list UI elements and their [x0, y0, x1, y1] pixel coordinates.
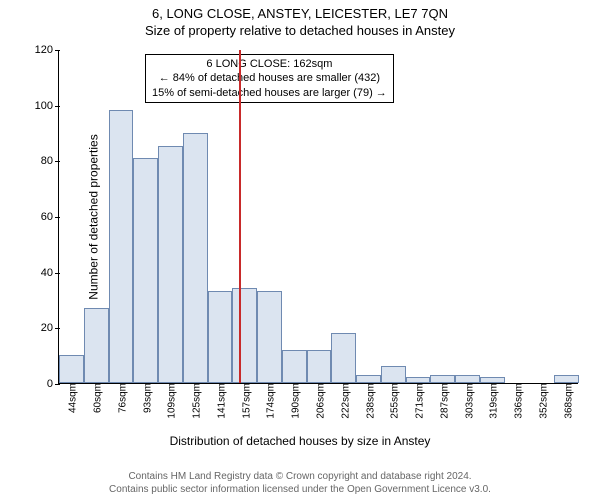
y-tick: 20: [19, 322, 59, 334]
x-tick: 255sqm: [386, 383, 401, 419]
x-tick: 336sqm: [510, 383, 525, 419]
histogram-bar: [208, 291, 233, 383]
x-tick: 93sqm: [138, 383, 153, 413]
reference-line: [239, 50, 241, 383]
footer: Contains HM Land Registry data © Crown c…: [0, 470, 600, 496]
x-tick: 368sqm: [559, 383, 574, 419]
histogram-bar: [183, 133, 208, 384]
histogram-bar: [232, 288, 257, 383]
x-tick: 352sqm: [534, 383, 549, 419]
x-tick: 287sqm: [435, 383, 450, 419]
annot-line1: 6 LONG CLOSE: 162sqm: [152, 57, 387, 71]
x-tick: 319sqm: [485, 383, 500, 419]
y-tick: 80: [19, 155, 59, 167]
chart-title-block: 6, LONG CLOSE, ANSTEY, LEICESTER, LE7 7Q…: [0, 0, 600, 40]
x-tick: 60sqm: [89, 383, 104, 413]
x-tick: 190sqm: [287, 383, 302, 419]
histogram-chart: Number of detached properties 6 LONG CLO…: [58, 50, 578, 384]
y-tick: 60: [19, 211, 59, 223]
annot-line3: 15% of semi-detached houses are larger (…: [152, 86, 387, 100]
title-sub: Size of property relative to detached ho…: [0, 23, 600, 40]
histogram-bar: [331, 333, 356, 383]
y-tick: 0: [19, 378, 59, 390]
footer-line1: Contains HM Land Registry data © Crown c…: [0, 470, 600, 483]
histogram-bar: [133, 158, 158, 383]
x-tick: 141sqm: [212, 383, 227, 419]
histogram-bar: [59, 355, 84, 383]
histogram-bar: [455, 375, 480, 383]
histogram-bar: [307, 350, 332, 383]
y-tick: 120: [19, 44, 59, 56]
x-tick: 76sqm: [113, 383, 128, 413]
x-tick: 109sqm: [163, 383, 178, 419]
y-tick: 40: [19, 267, 59, 279]
x-tick: 206sqm: [312, 383, 327, 419]
histogram-bar: [109, 110, 134, 383]
histogram-bar: [554, 375, 579, 383]
x-tick: 271sqm: [411, 383, 426, 419]
y-axis-label: Number of detached properties: [87, 134, 101, 299]
annotation-box: 6 LONG CLOSE: 162sqm ← 84% of detached h…: [145, 54, 394, 103]
x-tick: 157sqm: [237, 383, 252, 419]
x-tick: 222sqm: [336, 383, 351, 419]
x-tick: 125sqm: [188, 383, 203, 419]
histogram-bar: [381, 366, 406, 383]
title-main: 6, LONG CLOSE, ANSTEY, LEICESTER, LE7 7Q…: [0, 6, 600, 23]
x-tick: 44sqm: [64, 383, 79, 413]
x-tick: 174sqm: [262, 383, 277, 419]
histogram-bar: [282, 350, 307, 383]
footer-line2: Contains public sector information licen…: [0, 483, 600, 496]
annot-line2: ← 84% of detached houses are smaller (43…: [152, 71, 387, 85]
histogram-bar: [257, 291, 282, 383]
x-tick: 238sqm: [361, 383, 376, 419]
histogram-bar: [430, 375, 455, 383]
x-tick: 303sqm: [460, 383, 475, 419]
y-tick: 100: [19, 100, 59, 112]
histogram-bar: [158, 146, 183, 383]
histogram-bar: [84, 308, 109, 383]
x-axis-label: Distribution of detached houses by size …: [0, 434, 600, 448]
histogram-bar: [356, 375, 381, 383]
